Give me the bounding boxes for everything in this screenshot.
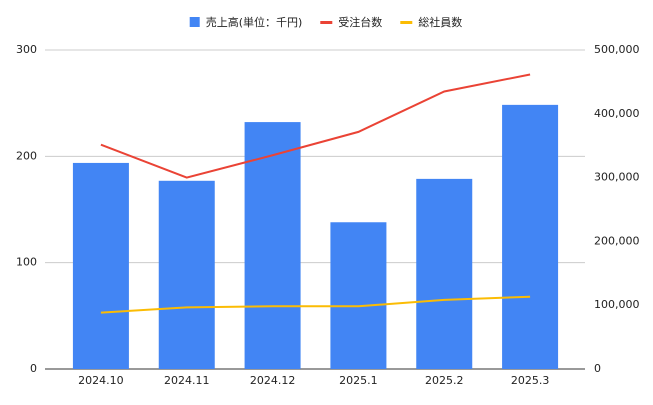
legend-swatch — [189, 17, 200, 27]
legend-item: 受注台数 — [320, 15, 382, 29]
x-tick-label: 2025.2 — [425, 374, 464, 387]
y-tick-label: 300 — [16, 43, 37, 56]
y2-tick-label: 200,000 — [594, 234, 640, 247]
y-tick-label: 0 — [30, 362, 37, 375]
y2-tick-label: 0 — [594, 362, 601, 375]
x-tick-label: 2025.1 — [339, 374, 378, 387]
legend-swatch — [400, 21, 413, 24]
bar — [158, 180, 215, 369]
x-tick-label: 2025.3 — [511, 374, 550, 387]
x-tick-label: 2024.12 — [250, 374, 296, 387]
line — [100, 73, 531, 179]
bar — [330, 222, 387, 369]
bar — [244, 122, 301, 370]
legend-item: 総社員数 — [400, 15, 462, 29]
bar — [502, 104, 559, 370]
legend-label: 受注台数 — [338, 15, 382, 29]
x-tick-label: 2024.10 — [78, 374, 124, 387]
legend-label: 売上高(単位：千円) — [206, 15, 303, 29]
line — [100, 295, 531, 314]
x-tick-label: 2024.11 — [164, 374, 210, 387]
y2-tick-label: 500,000 — [594, 43, 640, 56]
bar — [72, 162, 129, 369]
bar — [416, 178, 473, 369]
legend-swatch — [320, 21, 333, 24]
legend-label: 総社員数 — [418, 15, 462, 29]
y2-tick-label: 300,000 — [594, 171, 640, 184]
legend-item: 売上高(単位：千円) — [189, 15, 303, 29]
y-tick-label: 200 — [16, 149, 37, 162]
y2-tick-label: 100,000 — [594, 298, 640, 311]
y-tick-label: 100 — [16, 256, 37, 269]
y2-tick-label: 400,000 — [594, 107, 640, 120]
